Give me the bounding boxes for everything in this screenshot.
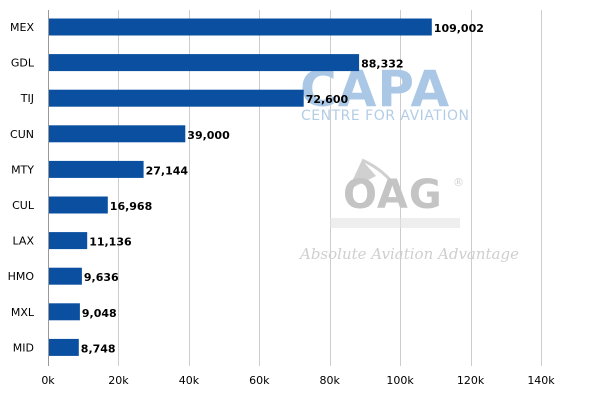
- x-axis-tick-labels: 0k 20k 40k 60k 80k 100k 120k 140k: [41, 374, 555, 387]
- category-label: HMO: [8, 270, 35, 283]
- bar-mid: [48, 338, 79, 356]
- category-label: TIJ: [20, 92, 34, 105]
- value-label: 11,136: [89, 236, 132, 249]
- value-label: 88,332: [361, 58, 403, 71]
- watermarks: CAPA CENTRE FOR AVIATION OAG ® Absolute …: [298, 60, 519, 263]
- value-labels: 109,002 88,332 72,600 39,000 27,144 16,968 11,…: [81, 22, 484, 355]
- value-label: 9,048: [82, 307, 117, 320]
- x-tick-label: 120k: [457, 374, 485, 387]
- bar-tij: [48, 89, 304, 107]
- category-label: CUN: [10, 128, 34, 141]
- bar-mxl: [48, 303, 80, 321]
- bars: [48, 18, 432, 356]
- category-label: GDL: [11, 57, 35, 70]
- oag-swoosh-icon: [348, 158, 394, 190]
- category-label: MTY: [11, 163, 34, 176]
- bar-mex: [48, 18, 432, 36]
- category-label: CUL: [12, 199, 35, 212]
- bar-hmo: [48, 267, 82, 285]
- value-label: 8,748: [81, 342, 116, 355]
- x-tick-label: 60k: [249, 374, 270, 387]
- bar-cul: [48, 196, 108, 214]
- value-label: 39,000: [187, 129, 230, 142]
- x-tick-label: 140k: [527, 374, 555, 387]
- oag-watermark: OAG: [343, 172, 443, 218]
- category-label: MEX: [10, 21, 34, 34]
- x-tick-label: 0k: [41, 374, 55, 387]
- category-labels: MEX GDL TIJ CUN MTY CUL LAX HMO MXL MID: [8, 21, 35, 354]
- value-label: 27,144: [146, 164, 189, 177]
- oag-watermark-tagline: Absolute Aviation Advantage: [298, 245, 519, 263]
- x-tick-label: 100k: [386, 374, 414, 387]
- category-label: LAX: [13, 235, 35, 248]
- oag-watermark-band: [330, 218, 460, 228]
- oag-registered-mark: ®: [453, 176, 464, 189]
- bar-mty: [48, 160, 144, 178]
- category-label: MXL: [11, 306, 35, 319]
- value-label: 109,002: [434, 22, 484, 35]
- x-tick-label: 80k: [320, 374, 341, 387]
- value-label: 72,600: [306, 93, 349, 106]
- value-label: 16,968: [110, 200, 152, 213]
- bar-cun: [48, 125, 186, 143]
- capa-watermark-subtitle: CENTRE FOR AVIATION: [301, 108, 469, 124]
- x-tick-label: 20k: [108, 374, 129, 387]
- bar-lax: [48, 232, 88, 250]
- value-label: 9,636: [84, 271, 119, 284]
- category-label: MID: [13, 341, 34, 354]
- bar-gdl: [48, 54, 360, 72]
- x-tick-label: 40k: [179, 374, 200, 387]
